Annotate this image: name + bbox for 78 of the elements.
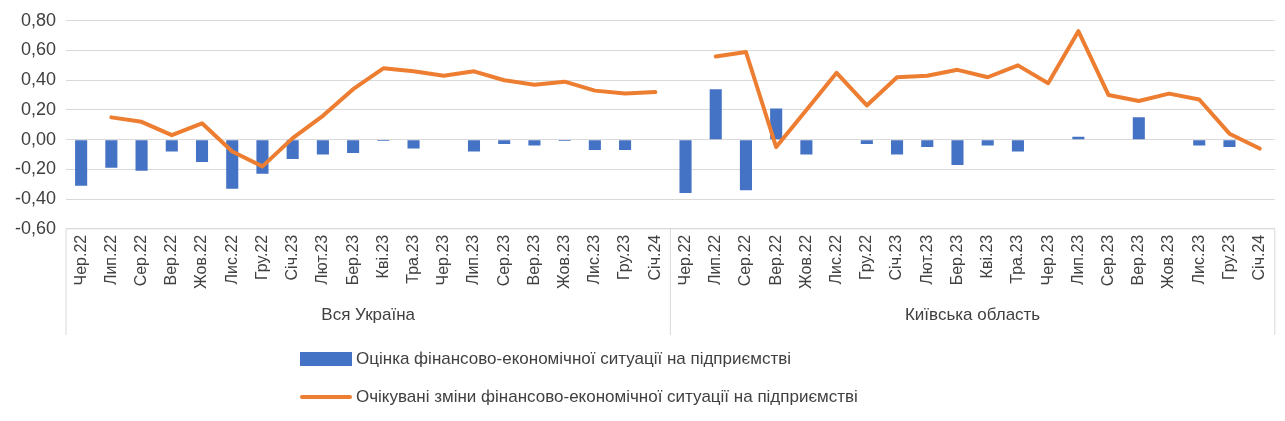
x-tick-label: Гру.22 xyxy=(252,234,270,280)
x-tick-label: Січ.24 xyxy=(645,234,663,281)
y-tick-label: 0,40 xyxy=(20,69,57,90)
bar xyxy=(135,140,148,171)
x-tick-label: Кві.23 xyxy=(373,234,391,279)
x-tick-label: Чер.22 xyxy=(71,234,89,286)
x-tick-label: Тра.23 xyxy=(1008,234,1026,284)
bar xyxy=(1193,140,1206,146)
x-tick-label: Жов.23 xyxy=(555,234,573,289)
bar xyxy=(739,140,752,191)
x-tick-label: Бер.23 xyxy=(947,234,965,286)
x-tick-label: Сер.23 xyxy=(1098,234,1116,287)
x-tick-label: Вер.22 xyxy=(766,234,784,286)
x-tick-label: Січ.23 xyxy=(283,234,301,281)
bar xyxy=(891,140,904,155)
bar xyxy=(588,140,601,151)
x-tick-label: Чер.22 xyxy=(675,234,693,286)
bar xyxy=(528,140,541,146)
y-tick-label: 0,00 xyxy=(20,128,57,149)
x-tick-label: Лип.22 xyxy=(101,234,119,286)
x-tick-label: Сер.22 xyxy=(131,234,149,287)
bar xyxy=(709,89,722,140)
y-tick-label: -0,20 xyxy=(15,158,57,179)
x-tick-label: Лип.23 xyxy=(464,234,482,286)
x-tick-label: Вер.23 xyxy=(524,234,542,286)
bar xyxy=(467,140,481,152)
x-tick-label: Вер.22 xyxy=(162,234,180,286)
bar xyxy=(498,140,511,145)
bar xyxy=(619,140,632,151)
text: Київська область xyxy=(904,304,1041,324)
x-tick-label: Січ.23 xyxy=(887,234,905,281)
x-tick-label: Лип.23 xyxy=(1068,234,1086,286)
x-tick-label: Кві.23 xyxy=(978,234,996,279)
bar xyxy=(1132,117,1145,140)
x-tick-label: Жов.22 xyxy=(796,234,814,289)
bar xyxy=(195,140,209,162)
bar xyxy=(800,140,813,155)
x-tick-label: Січ.24 xyxy=(1250,234,1268,281)
y-tick-label: 0,20 xyxy=(20,98,57,119)
x-tick-label: Вер.23 xyxy=(1129,234,1147,286)
x-tick-label: Чер.23 xyxy=(434,234,452,286)
x-tick-label: Лип.22 xyxy=(706,234,724,286)
x-tick-label: Гру.23 xyxy=(1219,234,1237,280)
x-tick-label: Лис.22 xyxy=(222,234,240,285)
bar xyxy=(921,140,934,148)
bar xyxy=(105,140,118,168)
bar xyxy=(1223,140,1236,148)
x-tick-label: Чер.23 xyxy=(1038,234,1056,286)
legend-label: Очікувані зміни фінансово-економічної ситуації на підприємстві xyxy=(356,387,858,407)
x-tick-label: Гру.22 xyxy=(857,234,875,280)
y-tick-label: -0,60 xyxy=(15,217,57,238)
text: Вся Україна xyxy=(321,304,416,324)
x-tick-label: Лют.23 xyxy=(917,234,935,285)
x-tick-label: Жов.23 xyxy=(1159,234,1177,289)
x-tick-label: Лис.23 xyxy=(1189,234,1207,285)
x-tick-label: Тра.23 xyxy=(403,234,421,284)
x-tick-label: Лис.22 xyxy=(827,234,845,285)
x-tick-label: Гру.23 xyxy=(615,234,633,280)
y-tick-label: 0,60 xyxy=(20,39,57,60)
y-tick-label: -0,40 xyxy=(15,188,57,209)
x-tick-label: Сер.23 xyxy=(494,234,512,287)
x-tick-label: Лют.23 xyxy=(313,234,331,285)
bar xyxy=(951,140,964,165)
bar xyxy=(316,140,329,155)
bar xyxy=(679,140,692,194)
x-tick-label: Жов.22 xyxy=(192,234,210,289)
legend-label: Оцінка фінансово-економічної ситуації на підприємстві xyxy=(356,349,791,369)
x-tick-label: Сер.22 xyxy=(736,234,754,287)
bar xyxy=(347,140,360,154)
bar xyxy=(407,140,420,149)
bar xyxy=(1011,140,1024,152)
bar xyxy=(75,140,88,186)
x-tick-label: Лис.23 xyxy=(585,234,603,285)
x-tick-label: Бер.23 xyxy=(343,234,361,286)
bar xyxy=(860,140,873,145)
y-tick-label: 0,80 xyxy=(20,9,57,30)
bar xyxy=(981,140,994,146)
bar xyxy=(165,140,178,152)
